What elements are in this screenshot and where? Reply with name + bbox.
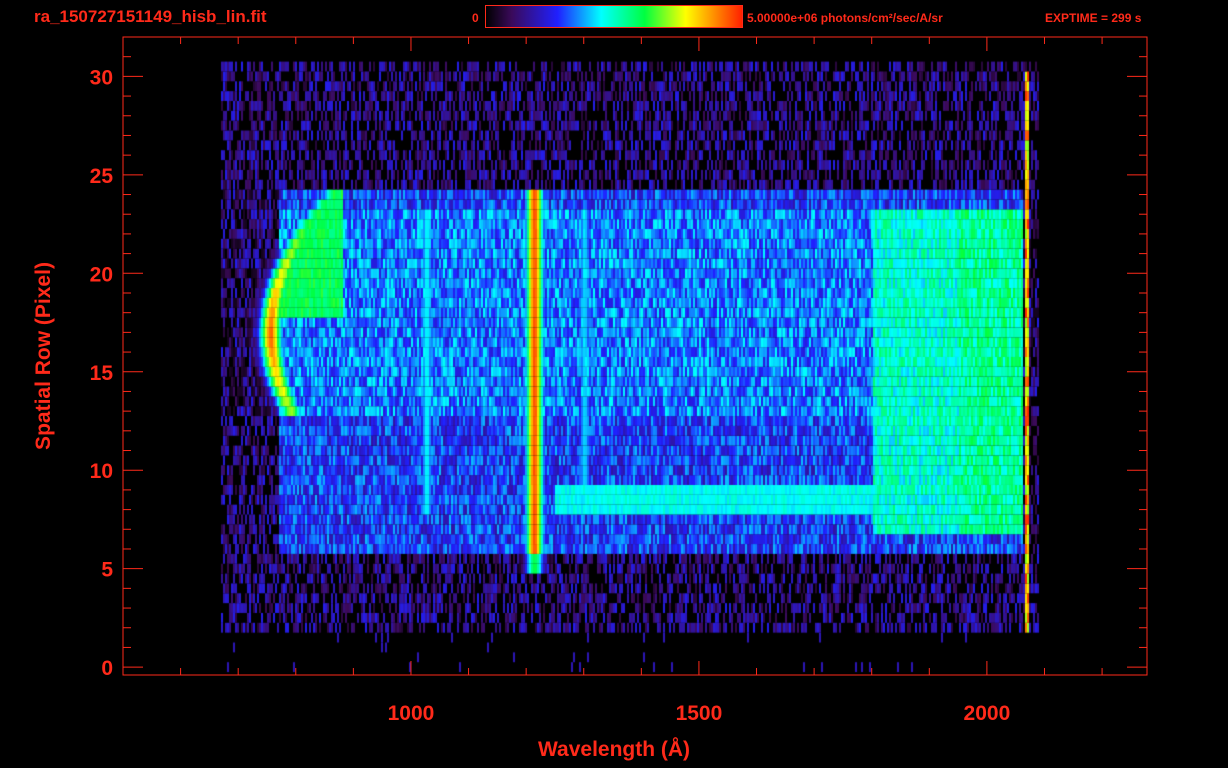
- x-axis-label: Wavelength (Å): [538, 738, 691, 761]
- feature-continuum-1800-2060: [872, 185, 1022, 559]
- y-tick-label: 15: [90, 362, 114, 385]
- colorbar: [485, 5, 743, 28]
- x-tick-label: 1500: [676, 702, 723, 725]
- x-tick-label: 2000: [964, 702, 1011, 725]
- colorbar-min-label: 0: [472, 11, 479, 25]
- y-tick-label: 25: [90, 165, 114, 188]
- exptime-label: EXPTIME = 299 s: [1045, 11, 1142, 25]
- y-axis-label: Spatial Row (Pixel): [32, 262, 55, 450]
- y-tick-label: 20: [90, 263, 113, 286]
- x-tick-label: 1000: [388, 702, 435, 725]
- y-tick-label: 0: [101, 657, 113, 680]
- feature-emission-760: [268, 185, 277, 421]
- plot-frame: [122, 36, 1148, 676]
- y-tick-label: 10: [90, 460, 113, 483]
- y-tick-label: 30: [90, 66, 113, 89]
- plot-title: ra_150727151149_hisb_lin.fit: [34, 7, 267, 26]
- colorbar-max-label: 5.00000e+06 photons/cm²/sec/A/sr: [747, 11, 943, 25]
- feature-emission-1026: [421, 204, 430, 519]
- y-tick-label: 5: [101, 559, 113, 582]
- feature-lyman-alpha-1216: [531, 185, 540, 579]
- feature-emission-1304: [581, 204, 590, 499]
